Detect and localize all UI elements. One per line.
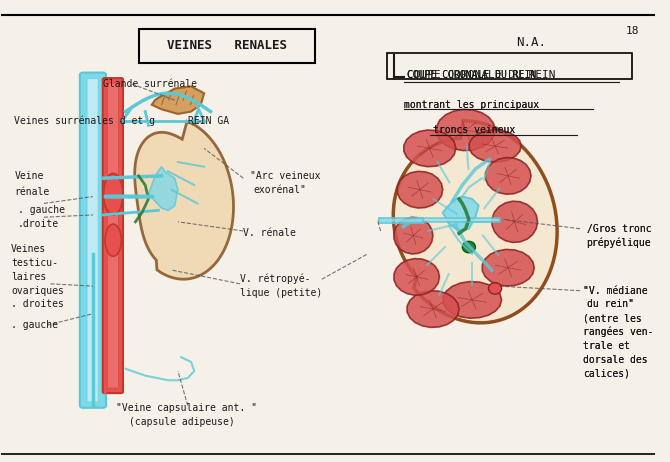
Text: du rein": du rein" <box>586 299 634 310</box>
Text: N.A.: N.A. <box>516 36 546 49</box>
Text: lique (petite): lique (petite) <box>240 288 322 298</box>
Text: testicu-: testicu- <box>11 258 58 268</box>
Text: rénale: rénale <box>15 187 50 197</box>
Text: (capsule adipeuse): (capsule adipeuse) <box>129 417 234 426</box>
Text: "V. médiane: "V. médiane <box>584 286 648 296</box>
Text: prépyélique: prépyélique <box>586 237 651 248</box>
Ellipse shape <box>488 283 502 294</box>
Text: .droite: .droite <box>17 219 59 229</box>
Polygon shape <box>407 291 459 328</box>
Text: du rein": du rein" <box>586 299 634 310</box>
Polygon shape <box>486 158 531 194</box>
Polygon shape <box>394 259 440 295</box>
Text: troncs veineux: troncs veineux <box>433 125 515 135</box>
FancyBboxPatch shape <box>139 29 315 63</box>
Text: "Arc veineux: "Arc veineux <box>250 171 320 181</box>
Text: Glande surrénale: Glande surrénale <box>103 79 197 89</box>
FancyBboxPatch shape <box>103 78 123 393</box>
Polygon shape <box>397 171 443 208</box>
Text: trale et: trale et <box>584 341 630 351</box>
Text: . droites: . droites <box>11 299 64 310</box>
Polygon shape <box>394 217 433 254</box>
Text: exorénal": exorénal" <box>253 185 306 195</box>
Text: Veine: Veine <box>15 171 44 181</box>
Ellipse shape <box>105 224 121 256</box>
Text: dorsale des: dorsale des <box>584 354 648 365</box>
Text: . gauche: . gauche <box>17 205 65 215</box>
Text: 18: 18 <box>626 26 639 36</box>
Text: (entre les: (entre les <box>584 313 642 323</box>
Polygon shape <box>443 196 478 231</box>
Polygon shape <box>135 122 234 279</box>
Polygon shape <box>152 86 204 114</box>
Text: (entre les: (entre les <box>584 313 642 323</box>
Text: ovariques: ovariques <box>11 286 64 296</box>
Text: V. rénale: V. rénale <box>243 228 296 238</box>
Text: rangées ven-: rangées ven- <box>584 327 654 337</box>
Text: troncs veineux: troncs veineux <box>433 125 515 135</box>
Ellipse shape <box>462 241 476 253</box>
Text: V. rétropyé-: V. rétropyé- <box>240 274 310 285</box>
Polygon shape <box>393 121 557 323</box>
FancyBboxPatch shape <box>87 79 98 402</box>
Text: trale et: trale et <box>584 341 630 351</box>
FancyBboxPatch shape <box>107 83 119 388</box>
FancyBboxPatch shape <box>387 53 632 79</box>
Text: /Gros tronc: /Gros tronc <box>586 224 651 234</box>
Text: VEINES   RENALES: VEINES RENALES <box>167 39 287 52</box>
Text: calices): calices) <box>584 368 630 378</box>
Ellipse shape <box>103 174 123 215</box>
Polygon shape <box>404 130 456 167</box>
Text: montrant les principaux: montrant les principaux <box>403 100 539 109</box>
Text: COUPE CORONALE DU REIN: COUPE CORONALE DU REIN <box>407 70 536 80</box>
Text: "Veine capsulaire ant. ": "Veine capsulaire ant. " <box>116 403 257 413</box>
Text: dorsale des: dorsale des <box>584 354 648 365</box>
Text: REIN GA: REIN GA <box>188 116 229 126</box>
Text: prépyélique: prépyélique <box>586 237 651 248</box>
Text: COUPE CORONALE DU REIN: COUPE CORONALE DU REIN <box>407 70 555 80</box>
Text: calices): calices) <box>584 368 630 378</box>
FancyBboxPatch shape <box>80 73 106 408</box>
Polygon shape <box>482 249 534 286</box>
Polygon shape <box>492 201 537 243</box>
Text: . gauche: . gauche <box>11 320 58 330</box>
Text: Veines: Veines <box>11 244 46 255</box>
Text: montrant les principaux: montrant les principaux <box>403 100 539 109</box>
Polygon shape <box>149 167 178 210</box>
Text: rangées ven-: rangées ven- <box>584 327 654 337</box>
Text: "V. médiane: "V. médiane <box>584 286 648 296</box>
Polygon shape <box>469 130 521 162</box>
Text: /Gros tronc: /Gros tronc <box>586 224 651 234</box>
Text: laires: laires <box>11 272 46 282</box>
Polygon shape <box>437 109 495 151</box>
Polygon shape <box>443 281 502 318</box>
Text: Veines surrénales d et g: Veines surrénales d et g <box>15 116 155 126</box>
Text: COUPE CORONALE DU REIN: COUPE CORONALE DU REIN <box>407 70 536 80</box>
